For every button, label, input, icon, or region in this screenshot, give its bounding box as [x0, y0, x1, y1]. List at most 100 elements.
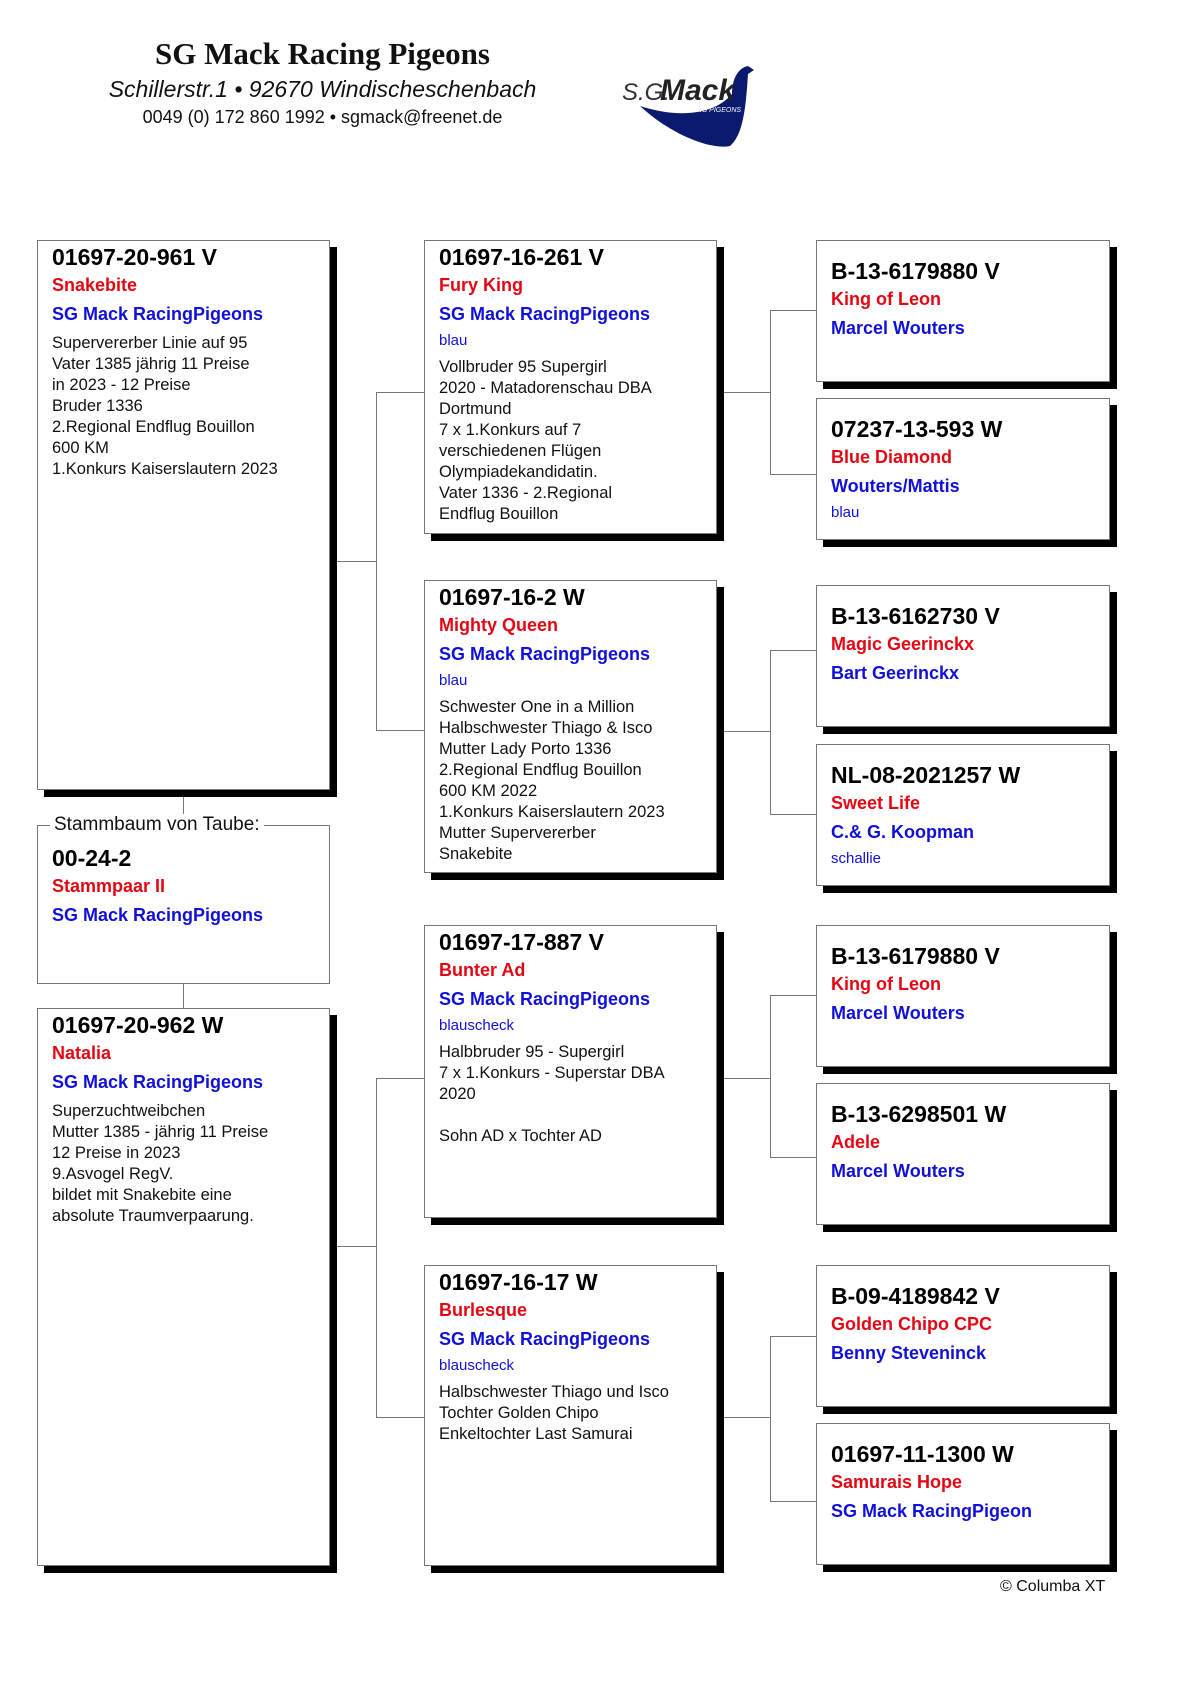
note-line: 7 x 1.Konkurs - Superstar DBA [439, 1064, 665, 1082]
plumage-color: blau [831, 504, 860, 521]
breeder-name: Wouters/Mattis [831, 476, 960, 496]
great-grandparent-card: B-13-6179880 V King of Leon Marcel Wouters [816, 925, 1110, 1067]
great-grandparent-card: NL-08-2021257 W Sweet Life C.& G. Koopman s… [816, 744, 1110, 886]
pigeon-name: Golden Chipo CPC [831, 1314, 992, 1334]
connector-line [183, 984, 184, 1008]
pigeon-name: Stammpaar II [52, 876, 166, 896]
pigeon-name: King of Leon [831, 289, 941, 309]
pedigree-of-label: Stammbaum von Taube: [50, 814, 264, 836]
sg-mack-logo: S.G. Mack RACING PIGEONS [622, 66, 754, 147]
note-line: Endflug Bouillon [439, 505, 559, 523]
ring-number: 01697-16-261 V [439, 244, 604, 270]
great-grandparent-card: 07237-13-593 W Blue Diamond Wouters/Mattis… [816, 398, 1110, 540]
note-line: 2.Regional Endflug Bouillon [52, 418, 255, 436]
note-line: absolute Traumverpaarung. [52, 1207, 254, 1225]
connector-line [376, 730, 424, 731]
ring-number: B-13-6298501 W [831, 1101, 1007, 1127]
note-line: 1.Konkurs Kaiserslautern 2023 [439, 803, 665, 821]
connector-line [376, 1078, 424, 1079]
connector-line [770, 1336, 816, 1337]
note-line: 7 x 1.Konkurs auf 7 [439, 421, 582, 439]
pigeon-name: Snakebite [52, 275, 138, 295]
ring-number: 01697-20-961 V [52, 244, 217, 270]
note-line: Superzuchtweibchen [52, 1102, 206, 1120]
pigeon-name: Burlesque [439, 1300, 528, 1320]
pigeon-name: Samurais Hope [831, 1472, 963, 1492]
note-line: Vollbruder 95 Supergirl [439, 358, 607, 376]
great-grandparent-card: B-09-4189842 V Golden Chipo CPC Benny Stev… [816, 1265, 1110, 1407]
connector-line [770, 814, 816, 815]
note-line: Schwester One in a Million [439, 698, 635, 716]
note-line: 1.Konkurs Kaiserslautern 2023 [52, 460, 278, 478]
plumage-color: blau [439, 672, 468, 689]
connector-line [376, 392, 377, 731]
connector-line [770, 650, 816, 651]
pigeon-notes: Schwester One in a Million Halbschwester … [439, 697, 702, 865]
pigeon-notes: Superzuchtweibchen Mutter 1385 - jährig 1… [52, 1101, 315, 1227]
great-grandparent-card: B-13-6162730 V Magic Geerinckx Bart Geerin… [816, 585, 1110, 727]
connector-line [770, 995, 816, 996]
pigeon-name: Fury King [439, 275, 523, 295]
breeder-address: Schillerstr.1 • 92670 Windischeschenbach [108, 76, 537, 102]
breeder-contact: 0049 (0) 172 860 1992 • sgmack@freenet.d… [142, 107, 503, 127]
note-line: Sohn AD x Tochter AD [439, 1127, 602, 1145]
note-line: Enkeltochter Last Samurai [439, 1425, 633, 1443]
pigeon-name: Bunter Ad [439, 960, 526, 980]
ring-number: B-13-6179880 V [831, 258, 1000, 284]
ring-number: NL-08-2021257 W [831, 762, 1021, 788]
note-line: 12 Preise in 2023 [52, 1144, 181, 1162]
ring-number: 07237-13-593 W [831, 416, 1003, 442]
copyright: © Columba XT [1000, 1578, 1106, 1595]
breeder-name: SG Mack RacingPigeons [52, 1072, 264, 1092]
pigeon-notes: Halbschwester Thiago und Isco Tochter Gol… [439, 1382, 702, 1445]
ring-number: 01697-16-17 W [439, 1269, 598, 1295]
connector-line [376, 1078, 377, 1418]
note-line [439, 1105, 702, 1126]
breeder-name: Bart Geerinckx [831, 663, 960, 683]
connector-line [770, 650, 771, 815]
breeder-name: SG Mack RacingPigeons [439, 989, 651, 1009]
pigeon-notes: Supervererber Linie auf 95 Vater 1385 jäh… [52, 333, 315, 480]
grandparent-card: 01697-17-887 V Bunter Ad SG Mack RacingPig… [424, 925, 717, 1218]
grandparent-card: 01697-16-2 W Mighty Queen SG Mack RacingPi… [424, 580, 717, 873]
breeder-name: Marcel Wouters [831, 318, 965, 338]
pigeon-notes: Halbbruder 95 - Supergirl 7 x 1.Konkurs -… [439, 1042, 702, 1147]
connector-line [770, 310, 816, 311]
plumage-color: blauscheck [439, 1017, 515, 1034]
connector-line [770, 1501, 816, 1502]
note-line: Halbschwester Thiago & Isco [439, 719, 653, 737]
grandparent-card: 01697-16-17 W Burlesque SG Mack RacingPige… [424, 1265, 717, 1566]
note-line: in 2023 - 12 Preise [52, 376, 191, 394]
dam-card: 01697-20-962 W Natalia SG Mack RacingPigeo… [37, 1008, 330, 1566]
note-line: Tochter Golden Chipo [439, 1404, 599, 1422]
svg-text:S.G.: S.G. [622, 79, 670, 106]
note-line: Vater 1385 jährig 11 Preise [52, 355, 250, 373]
note-line: 600 KM 2022 [439, 782, 538, 800]
plumage-color: blauscheck [439, 1357, 515, 1374]
ring-number: B-09-4189842 V [831, 1283, 1000, 1309]
note-line: Olympiadekandidatin. [439, 463, 598, 481]
breeder-name: SG Mack RacingPigeons [439, 1329, 651, 1349]
pigeon-name: Natalia [52, 1043, 112, 1063]
breeder-name: SG Mack RacingPigeons [439, 644, 651, 664]
pigeon-name: Magic Geerinckx [831, 634, 975, 654]
breeder-name: SG Mack RacingPigeons [52, 304, 264, 324]
connector-line [183, 790, 184, 825]
note-line: Bruder 1336 [52, 397, 143, 415]
ring-number: B-13-6162730 V [831, 603, 1000, 629]
note-line: Vater 1336 - 2.Regional [439, 484, 613, 502]
note-line: Halbbruder 95 - Supergirl [439, 1043, 625, 1061]
plumage-color: schallie [831, 850, 882, 867]
ring-number: 01697-17-887 V [439, 929, 604, 955]
breeder-name: Marcel Wouters [831, 1003, 965, 1023]
note-line: Mutter Lady Porto 1336 [439, 740, 612, 758]
breeder-name: Marcel Wouters [831, 1161, 965, 1181]
breeder-name: SG Mack RacingPigeons [52, 905, 264, 925]
svg-text:RACING PIGEONS: RACING PIGEONS [680, 107, 741, 114]
great-grandparent-card: B-13-6179880 V King of Leon Marcel Wouters [816, 240, 1110, 382]
plumage-color: blau [439, 332, 468, 349]
note-line: Dortmund [439, 400, 512, 418]
connector-line [717, 1078, 770, 1079]
connector-line [376, 392, 424, 393]
connector-line [717, 1417, 770, 1418]
